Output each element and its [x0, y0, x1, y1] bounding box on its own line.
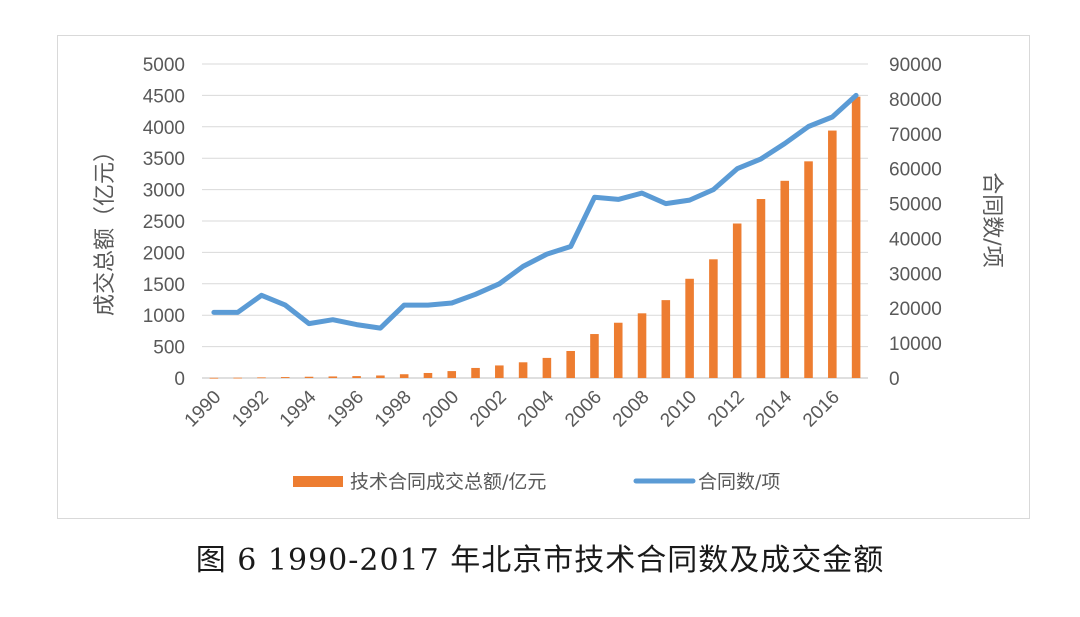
contract-count-line [211, 92, 859, 331]
gridlines [202, 63, 868, 379]
x-tick-label: 2004 [514, 386, 559, 431]
bar [709, 259, 718, 378]
bar [471, 367, 480, 378]
left-y-tick-label: 4500 [143, 86, 185, 107]
x-tick-label: 1996 [323, 387, 368, 432]
left-y-tick-label: 3500 [143, 149, 185, 170]
bar [566, 350, 575, 378]
right-y-tick-label: 0 [889, 369, 900, 390]
left-y-tick-label: 1500 [143, 275, 185, 296]
left-y-tick-label: 5000 [143, 55, 185, 76]
right-y-tick-label: 80000 [889, 90, 942, 111]
right-y-tick-label: 40000 [889, 229, 942, 250]
bar [542, 357, 552, 378]
bar [328, 376, 338, 378]
left-y-tick-label: 4000 [143, 118, 185, 139]
x-tick-label: 1994 [276, 386, 321, 431]
right-y-axis-ticks: 0 10000 20000 30000 40000 50000 60000 70000 8000… [889, 55, 942, 390]
bar [732, 223, 742, 378]
x-tick-label: 2002 [466, 387, 511, 432]
right-y-tick-label: 20000 [889, 299, 942, 320]
bar [233, 377, 242, 379]
bar-series [209, 96, 861, 379]
left-y-tick-label: 2000 [143, 243, 185, 264]
bar [423, 372, 433, 378]
x-tick-label: 2006 [561, 387, 606, 432]
legend-label-line: 合同数/项 [698, 471, 780, 493]
x-tick-label: 2010 [656, 387, 701, 432]
right-y-tick-label: 30000 [889, 264, 942, 285]
chart-svg: 0 500 1000 1500 2000 2500 3000 3500 4000 4500 5000… [93, 55, 1004, 493]
right-y-tick-label: 70000 [889, 125, 942, 146]
bar [804, 161, 813, 378]
right-y-tick-label: 90000 [889, 55, 942, 76]
left-y-tick-label: 0 [174, 369, 185, 390]
x-axis-ticks: 1990 1992 1994 1996 1998 2000 2002 2004 2006 2008… [181, 386, 844, 431]
bar [352, 376, 361, 378]
chart-frame [57, 35, 1030, 519]
right-y-tick-label: 50000 [889, 195, 942, 216]
legend-label-bar: 技术合同成交总额/亿元 [350, 471, 546, 493]
x-tick-label: 2008 [609, 387, 654, 432]
bar [851, 96, 861, 378]
bar [661, 300, 671, 378]
bar [209, 377, 219, 379]
right-y-tick-label: 60000 [889, 160, 942, 181]
legend: 技术合同成交总额/亿元 合同数/项 [293, 471, 780, 493]
x-tick-label: 1998 [371, 387, 416, 432]
bar [280, 377, 290, 378]
x-tick-label: 2014 [752, 386, 797, 431]
bar [613, 322, 623, 378]
bar [590, 334, 599, 378]
bar [518, 362, 528, 378]
bar [828, 130, 837, 378]
bar [637, 313, 647, 378]
right-y-tick-label: 10000 [889, 334, 942, 355]
left-y-tick-label: 500 [153, 338, 185, 359]
left-y-tick-label: 1000 [143, 306, 185, 327]
bar [257, 377, 266, 379]
x-tick-label: 2000 [419, 387, 464, 432]
bar [304, 376, 314, 378]
right-y-axis-label: 合同数/项 [979, 172, 1004, 267]
figure-caption: 图 6 1990-2017 年北京市技术合同数及成交金额 [195, 543, 885, 578]
legend-swatch-bar [293, 476, 343, 487]
left-y-tick-label: 2500 [143, 212, 185, 233]
line-series [211, 92, 859, 331]
x-tick-label: 1992 [228, 387, 273, 432]
bar [399, 374, 409, 378]
x-tick-label: 2012 [704, 387, 749, 432]
x-tick-label: 2016 [799, 387, 844, 432]
x-tick-label: 1990 [181, 387, 226, 432]
left-y-tick-label: 3000 [143, 181, 185, 202]
bar [756, 199, 766, 378]
bar [447, 371, 457, 378]
bar [376, 375, 385, 378]
bar [495, 365, 504, 378]
left-y-axis-ticks: 0 500 1000 1500 2000 2500 3000 3500 4000 4500 5000 [143, 55, 185, 390]
bar [685, 278, 694, 378]
bar [780, 180, 790, 378]
left-y-axis-label: 成交总额（亿元） [93, 140, 118, 316]
